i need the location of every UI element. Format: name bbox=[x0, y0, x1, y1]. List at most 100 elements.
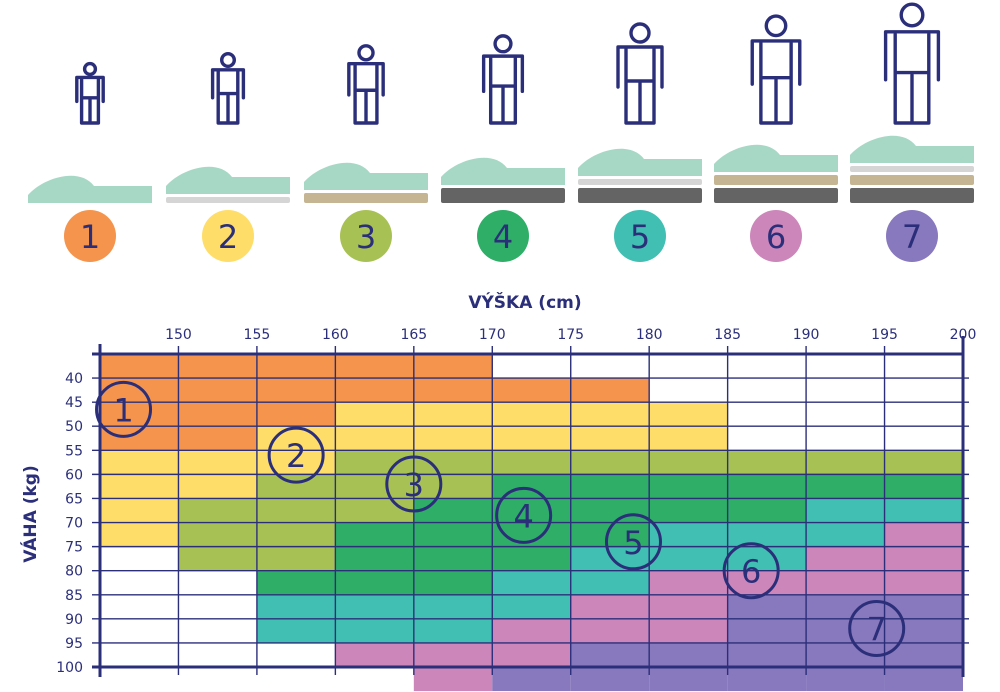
mattress-icon bbox=[166, 166, 290, 203]
heatmap-cell bbox=[649, 426, 728, 451]
heatmap-cell bbox=[413, 426, 493, 451]
heatmap-cell bbox=[727, 570, 807, 595]
heatmap-cell bbox=[335, 378, 414, 403]
level-circle bbox=[750, 210, 802, 262]
heatmap-cell bbox=[413, 354, 493, 379]
zone-label-circle bbox=[722, 542, 780, 600]
heatmap-cell bbox=[492, 426, 571, 451]
size-chart: 150 155 160 165 170 175 180 185 190 195 2004045505… bbox=[19, 291, 976, 692]
heatmap-cell bbox=[178, 378, 257, 403]
heatmap-cell bbox=[100, 522, 179, 547]
heatmap-cell bbox=[884, 522, 963, 547]
heatmap-cell bbox=[256, 546, 336, 571]
heatmap-cell bbox=[100, 498, 179, 523]
heatmap-cell bbox=[413, 546, 493, 571]
y-tick-label: 65 bbox=[65, 491, 83, 507]
heatmap-cell bbox=[492, 642, 571, 667]
zone-label-number: 4 bbox=[513, 497, 533, 535]
x-axis-title: VÝŠKA (cm) bbox=[468, 291, 581, 313]
heatmap-cell bbox=[727, 450, 807, 475]
level-number: 6 bbox=[766, 218, 786, 256]
level-number: 7 bbox=[902, 218, 922, 256]
heatmap-cell bbox=[178, 546, 257, 571]
person-icon bbox=[883, 2, 941, 125]
heatmap-cell bbox=[256, 522, 336, 547]
heatmap-cell bbox=[178, 474, 257, 499]
level-circle bbox=[202, 210, 254, 262]
heatmap-cell bbox=[884, 570, 963, 595]
y-tick-label: 75 bbox=[65, 540, 83, 556]
level-circle bbox=[340, 210, 392, 262]
heatmap-cell bbox=[335, 594, 414, 619]
heatmap-cell bbox=[649, 546, 728, 571]
zone-label-circle bbox=[848, 599, 906, 657]
heatmap-cell bbox=[649, 594, 728, 619]
heatmap-cell bbox=[649, 498, 728, 523]
heatmap-cell bbox=[806, 570, 885, 595]
heatmap-cell bbox=[178, 450, 257, 475]
mattress-icon bbox=[28, 175, 152, 203]
mattress-icon bbox=[304, 162, 428, 203]
y-axis-title: VÁHA (kg) bbox=[19, 465, 41, 562]
heatmap-cell bbox=[335, 474, 414, 499]
y-tick-label: 80 bbox=[65, 564, 83, 580]
heatmap-cell bbox=[335, 642, 414, 667]
zone-label-circle bbox=[495, 486, 553, 544]
zone-label-circle bbox=[385, 455, 443, 513]
mattress-levels-header: 1 2 3 4 5 6 7 bbox=[28, 2, 974, 262]
heatmap-cell bbox=[727, 594, 807, 619]
heatmap-cell bbox=[178, 426, 257, 451]
heatmap-cell bbox=[335, 450, 414, 475]
x-tick-label: 150 bbox=[165, 327, 192, 343]
heatmap-cell bbox=[649, 522, 728, 547]
y-tick-label: 55 bbox=[65, 443, 83, 459]
heatmap-cell bbox=[649, 642, 728, 667]
x-tick-label: 175 bbox=[557, 327, 584, 343]
heatmap-cell bbox=[335, 618, 414, 643]
heatmap-cell bbox=[256, 594, 336, 619]
heatmap-cell bbox=[570, 594, 650, 619]
heatmap-cell bbox=[413, 402, 493, 427]
heatmap-cell bbox=[492, 667, 571, 692]
heatmap-cell bbox=[413, 618, 493, 643]
heatmap-cell bbox=[570, 378, 650, 403]
heatmap-cell bbox=[649, 402, 728, 427]
heatmap-cell bbox=[413, 378, 493, 403]
chart-ticks: 150 155 160 165 170 175 180 185 190 195 2004045505… bbox=[56, 327, 976, 676]
x-tick-label: 195 bbox=[871, 327, 898, 343]
x-tick-label: 200 bbox=[950, 327, 977, 343]
heatmap-cell bbox=[727, 642, 807, 667]
heatmap-cell bbox=[649, 450, 728, 475]
heatmap-cell bbox=[806, 522, 885, 547]
heatmap-cell bbox=[492, 594, 571, 619]
x-tick-label: 185 bbox=[714, 327, 741, 343]
heatmap-cell bbox=[335, 354, 414, 379]
heatmap-cell bbox=[727, 667, 807, 692]
heatmap-cell bbox=[570, 546, 650, 571]
heatmap-cell bbox=[413, 594, 493, 619]
heatmap-cell bbox=[649, 618, 728, 643]
heatmap-cell bbox=[335, 522, 414, 547]
heatmap-cell bbox=[256, 570, 336, 595]
heatmap-cell bbox=[727, 474, 807, 499]
heatmap-cell bbox=[256, 618, 336, 643]
y-tick-label: 95 bbox=[65, 636, 83, 652]
heatmap-cell bbox=[178, 522, 257, 547]
x-tick-label: 190 bbox=[793, 327, 820, 343]
heatmap-cell bbox=[806, 474, 885, 499]
zone-label-number: 3 bbox=[404, 466, 424, 504]
heatmap-cell bbox=[413, 498, 493, 523]
heatmap-cell bbox=[884, 667, 963, 692]
heatmap-cell bbox=[884, 618, 963, 643]
y-tick-label: 50 bbox=[65, 419, 83, 435]
y-tick-label: 60 bbox=[65, 467, 83, 483]
heatmap-cell bbox=[806, 594, 885, 619]
heatmap-cell bbox=[570, 426, 650, 451]
zone-label-number: 6 bbox=[741, 553, 761, 591]
level-circle bbox=[886, 210, 938, 262]
heatmap-cell bbox=[492, 618, 571, 643]
y-tick-label: 70 bbox=[65, 516, 83, 532]
heatmap-cell bbox=[806, 450, 885, 475]
heatmap-cell bbox=[649, 474, 728, 499]
heatmap-cell bbox=[492, 450, 571, 475]
